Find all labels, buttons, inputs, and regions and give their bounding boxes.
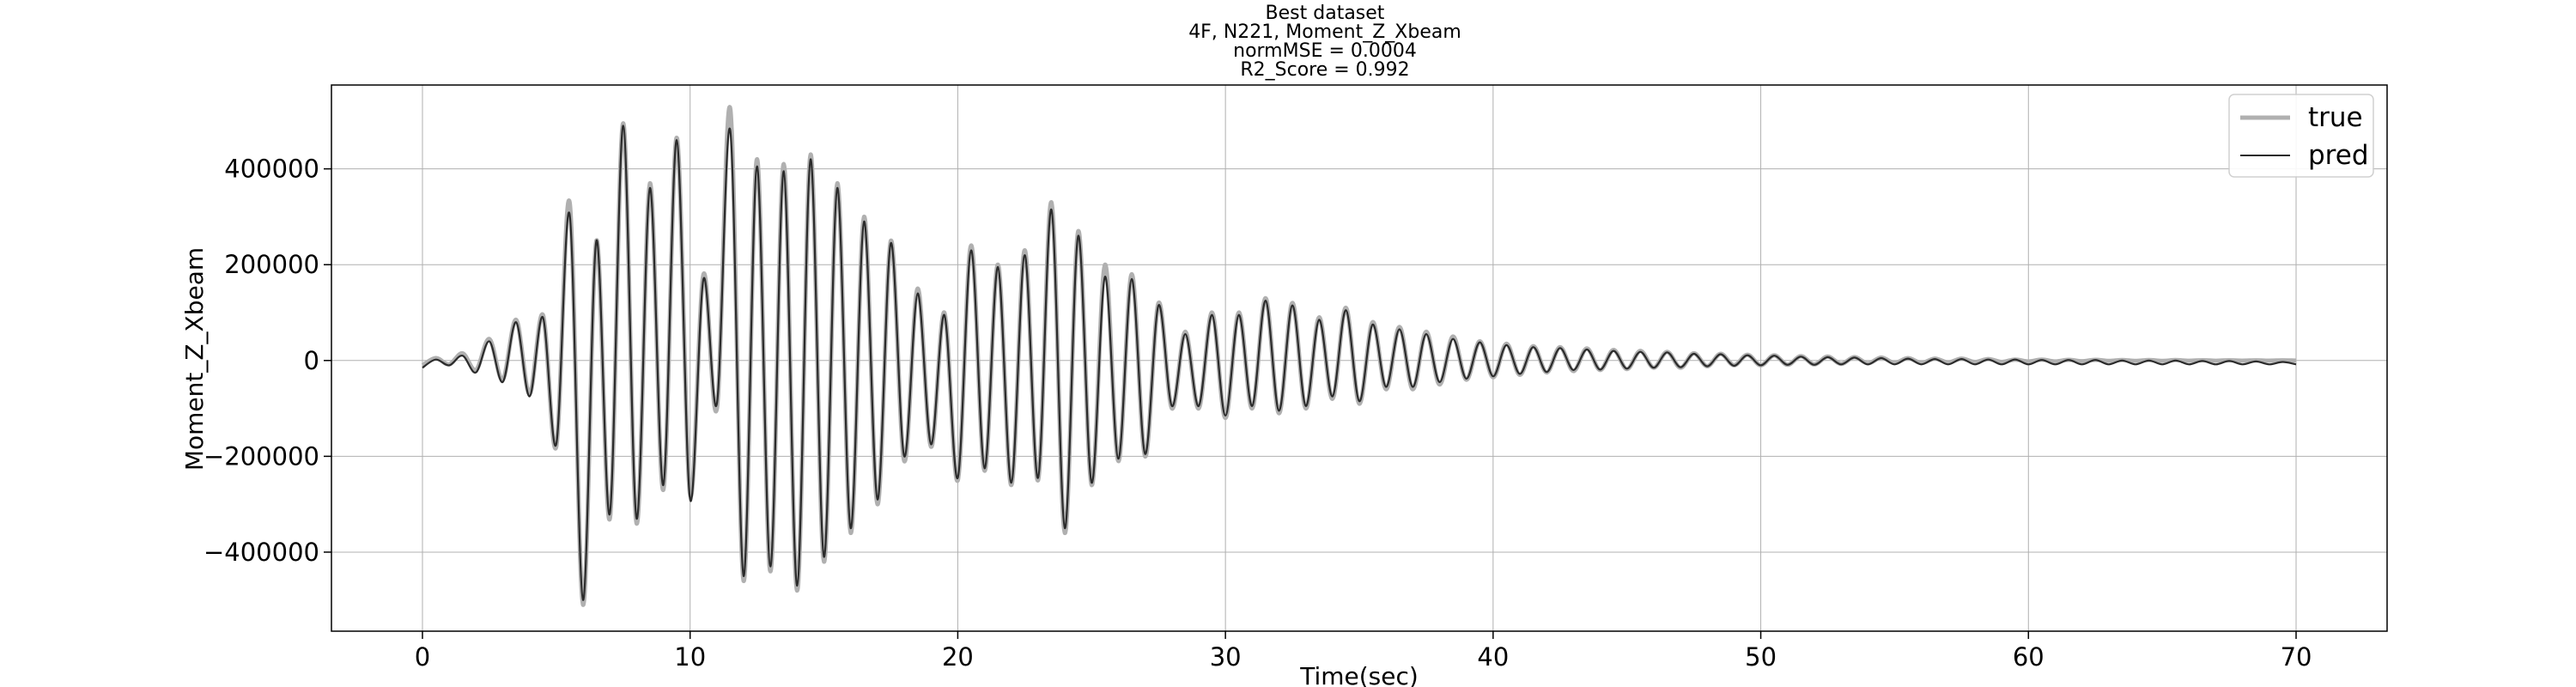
y-axis-label: Moment_Z_Xbeam (180, 247, 209, 471)
x-tick-label: 60 (2013, 642, 2044, 672)
x-tick-label: 10 (674, 642, 706, 672)
chart-title: Best dataset 4F, N221, Moment_Z_Xbeam no… (1188, 3, 1461, 81)
y-axis: −400000 −200000 0 200000 400000 (204, 155, 331, 567)
x-tick-label: 30 (1210, 642, 1242, 672)
series-line-true (421, 105, 2297, 607)
grid (331, 85, 2387, 631)
title-line-1: Best dataset (1266, 3, 1385, 24)
x-axis-label: Time(sec) (1299, 662, 1419, 687)
title-line-4: R2_Score = 0.992 (1240, 59, 1409, 81)
y-tick-label: 400000 (224, 155, 319, 184)
title-line-2: 4F, N221, Moment_Z_Xbeam (1188, 21, 1461, 43)
x-axis: 0 10 20 30 40 50 60 70 (415, 631, 2312, 672)
x-tick-label: 40 (1477, 642, 1509, 672)
legend: true pred (2228, 94, 2374, 178)
x-tick-label: 50 (1745, 642, 1777, 672)
y-tick-label: −200000 (204, 441, 319, 471)
x-tick-label: 0 (415, 642, 430, 672)
y-tick-label: 200000 (224, 250, 319, 279)
y-tick-label: 0 (304, 346, 319, 375)
legend-label-pred: pred (2308, 140, 2369, 171)
x-tick-label: 70 (2281, 642, 2312, 672)
plot-series (421, 105, 2297, 607)
plot-frame (331, 84, 2388, 632)
legend-label-true: true (2308, 102, 2363, 133)
series-line-pred (422, 125, 2297, 601)
title-line-3: normMSE = 0.0004 (1233, 40, 1417, 62)
x-tick-label: 20 (942, 642, 974, 672)
y-tick-label: −400000 (204, 538, 319, 567)
